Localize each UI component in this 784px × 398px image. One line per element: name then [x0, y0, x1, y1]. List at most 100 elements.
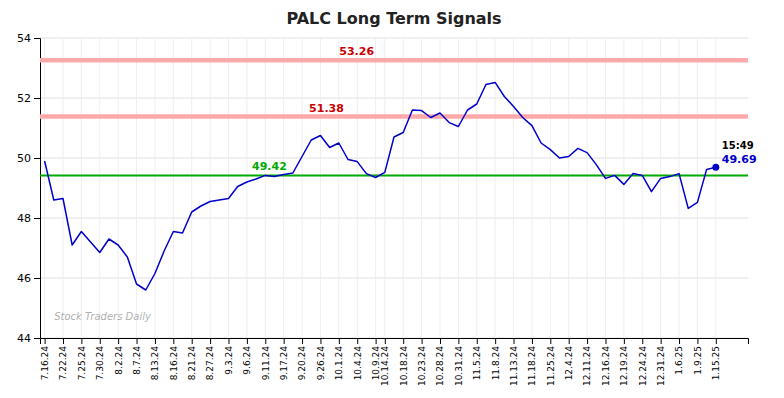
grid-line-x — [375, 38, 376, 338]
grid-line-x — [210, 38, 211, 338]
x-tick-mark — [532, 338, 533, 344]
y-axis-line — [34, 39, 41, 339]
y-tick: 48 — [17, 212, 40, 225]
x-tick: 12.19.24 — [619, 338, 629, 386]
grid-line-x — [265, 38, 266, 338]
x-tick: 8.7.24 — [132, 338, 142, 375]
x-tick-label: 12.16.24 — [601, 346, 611, 386]
grid-line-x — [550, 38, 551, 338]
x-tick-mark — [173, 338, 174, 344]
x-tick: 9.11.24 — [261, 338, 271, 380]
grid-line-x — [421, 38, 422, 338]
x-tick-label: 11.13.24 — [509, 346, 519, 386]
y-tick-mark — [34, 278, 40, 279]
grid-line-x — [357, 38, 358, 338]
grid-line-x — [403, 38, 404, 338]
x-tick-mark — [569, 338, 570, 344]
last-value-label: 49.69 — [722, 153, 757, 166]
grid-line-x — [136, 38, 137, 338]
grid-line-x — [62, 38, 63, 338]
grid-line-x — [320, 38, 321, 338]
x-tick-mark — [716, 338, 717, 344]
x-tick-mark — [477, 338, 478, 344]
x-tick-mark — [137, 338, 138, 344]
x-tick-label: 12.31.24 — [656, 346, 666, 386]
y-tick-label: 46 — [17, 272, 31, 285]
x-tick: 9.6.24 — [242, 338, 252, 375]
x-tick-mark — [514, 338, 515, 344]
x-tick: 8.2.24 — [114, 338, 124, 375]
grid-line-x — [679, 38, 680, 338]
grid-line-x — [154, 38, 155, 338]
x-tick-label: 7.30.24 — [95, 346, 105, 381]
chart: PALC Long Term Signals4446485052547.16.2… — [0, 0, 784, 398]
x-tick-mark — [624, 338, 625, 344]
x-tick: 7.30.24 — [95, 338, 105, 380]
x-tick: 9.20.24 — [297, 338, 307, 380]
x-tick-label: 12.19.24 — [619, 346, 629, 386]
x-tick-label: 10.18.24 — [399, 346, 409, 386]
x-tick-mark — [155, 338, 156, 344]
x-tick-label: 9.17.24 — [279, 346, 289, 381]
x-tick: 7.25.24 — [77, 338, 87, 380]
grid-line-x — [338, 38, 339, 338]
x-tick-label: 7.25.24 — [77, 346, 87, 381]
x-tick-mark — [192, 338, 193, 344]
grid-line-x — [118, 38, 119, 338]
x-tick: 7.22.24 — [58, 338, 68, 380]
x-tick-mark — [422, 338, 423, 344]
x-tick: 7.16.24 — [40, 338, 50, 380]
y-tick-label: 50 — [17, 152, 31, 165]
y-tick: 44 — [17, 332, 40, 345]
x-tick-label: 10.14.24 — [380, 346, 390, 386]
x-tick: 9.3.24 — [224, 338, 234, 375]
reference-label: 53.26 — [339, 45, 374, 58]
grid-line-x — [605, 38, 606, 338]
x-tick-mark — [587, 338, 588, 344]
y-axis: 444648505254 — [17, 32, 41, 345]
x-tick-mark — [605, 338, 606, 344]
x-tick-label: 7.16.24 — [40, 346, 50, 381]
reference-line — [40, 114, 748, 119]
y-tick: 54 — [17, 32, 40, 45]
x-tick: 11.13.24 — [509, 338, 519, 386]
x-tick-mark — [385, 338, 386, 344]
x-tick: 10.31.24 — [454, 338, 464, 386]
x-tick-label: 8.21.24 — [187, 346, 197, 381]
x-tick: 10.14.24 — [380, 338, 390, 386]
x-tick-mark — [339, 338, 340, 344]
grid-line-x — [44, 38, 45, 338]
x-tick-label: 1.6.25 — [674, 346, 684, 375]
x-tick-mark — [265, 338, 266, 344]
x-tick: 1.6.25 — [674, 338, 684, 375]
y-tick-mark — [34, 218, 40, 219]
x-tick-label: 11.5.24 — [472, 346, 482, 381]
x-tick-mark — [495, 338, 496, 344]
grid-line-x — [715, 38, 716, 338]
y-tick: 50 — [17, 152, 40, 165]
grid-line-x — [173, 38, 174, 338]
grid-line-x — [283, 38, 284, 338]
x-tick: 1.9.25 — [693, 338, 703, 375]
grid-line-x — [531, 38, 532, 338]
y-tick: 46 — [17, 272, 40, 285]
x-tick: 12.4.24 — [564, 338, 574, 380]
grid-line-x — [246, 38, 247, 338]
x-tick-mark — [458, 338, 459, 344]
x-tick-label: 11.8.24 — [491, 346, 501, 381]
x-tick-label: 10.1.24 — [334, 346, 344, 381]
x-tick-mark — [210, 338, 211, 344]
grid-line-x — [439, 38, 440, 338]
x-tick-label: 8.16.24 — [169, 346, 179, 381]
y-tick-mark — [34, 158, 40, 159]
x-tick-label: 11.25.24 — [546, 346, 556, 386]
grid-line-x — [660, 38, 661, 338]
grid-line-x — [81, 38, 82, 338]
annotations: 51.3853.2649.4215:4949.69Stock Traders D… — [54, 45, 756, 322]
y-tick-mark — [34, 98, 40, 99]
x-tick-mark — [63, 338, 64, 344]
x-tick-label: 10.4.24 — [353, 346, 363, 381]
x-tick-mark — [45, 338, 46, 344]
x-tick: 10.28.24 — [435, 338, 445, 386]
x-tick: 11.18.24 — [527, 338, 537, 386]
